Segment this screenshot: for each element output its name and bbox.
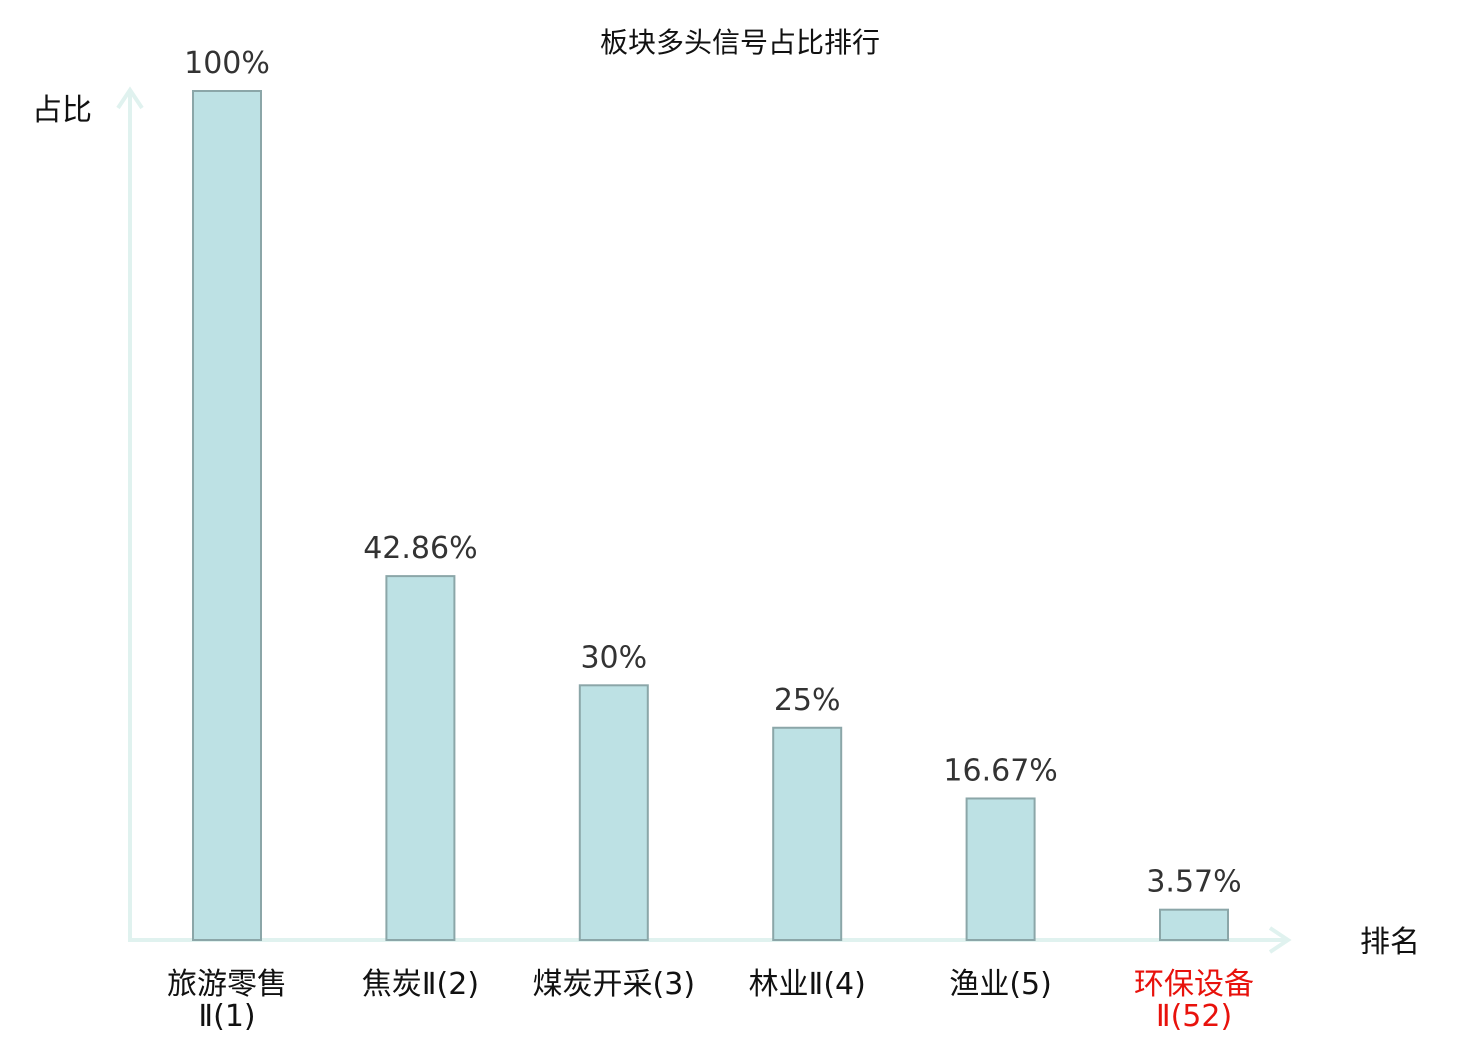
value-label-3: 30% <box>580 640 647 675</box>
bar-1 <box>192 90 262 941</box>
category-label-5: 渔业(5) <box>949 967 1052 1002</box>
bar-4 <box>772 726 843 941</box>
value-label-6: 3.57% <box>1146 865 1241 900</box>
bar-2 <box>385 575 456 941</box>
category-label-4: 林业Ⅱ(4) <box>749 967 866 1002</box>
value-label-5: 16.67% <box>943 753 1057 788</box>
category-label-2: 焦炭Ⅱ(2) <box>362 967 479 1002</box>
y-axis-arrow <box>116 86 144 110</box>
value-labels: 100% 42.86% 30% 25% 16.67% 3.57% <box>184 46 1242 900</box>
x-axis-arrow <box>1268 926 1292 954</box>
y-axis-label: 占比 <box>32 93 92 128</box>
x-axis-label: 排名 <box>1360 925 1420 960</box>
bar-5 <box>965 797 1036 941</box>
bar-series <box>192 90 1229 941</box>
category-label-1: 旅游零售 <box>167 967 287 1002</box>
bar-6 <box>1159 908 1229 941</box>
category-label-6-line2: Ⅱ(52) <box>1156 999 1232 1034</box>
category-label-1-line2: Ⅱ(1) <box>198 999 255 1034</box>
chart-title: 板块多头信号占比排行 <box>600 26 880 59</box>
category-label-6: 环保设备 <box>1134 967 1254 1002</box>
category-label-3: 煤炭开采(3) <box>533 967 696 1002</box>
value-label-1: 100% <box>184 46 270 81</box>
value-label-4: 25% <box>774 683 841 718</box>
value-label-2: 42.86% <box>363 531 477 566</box>
bar-3 <box>578 684 649 941</box>
